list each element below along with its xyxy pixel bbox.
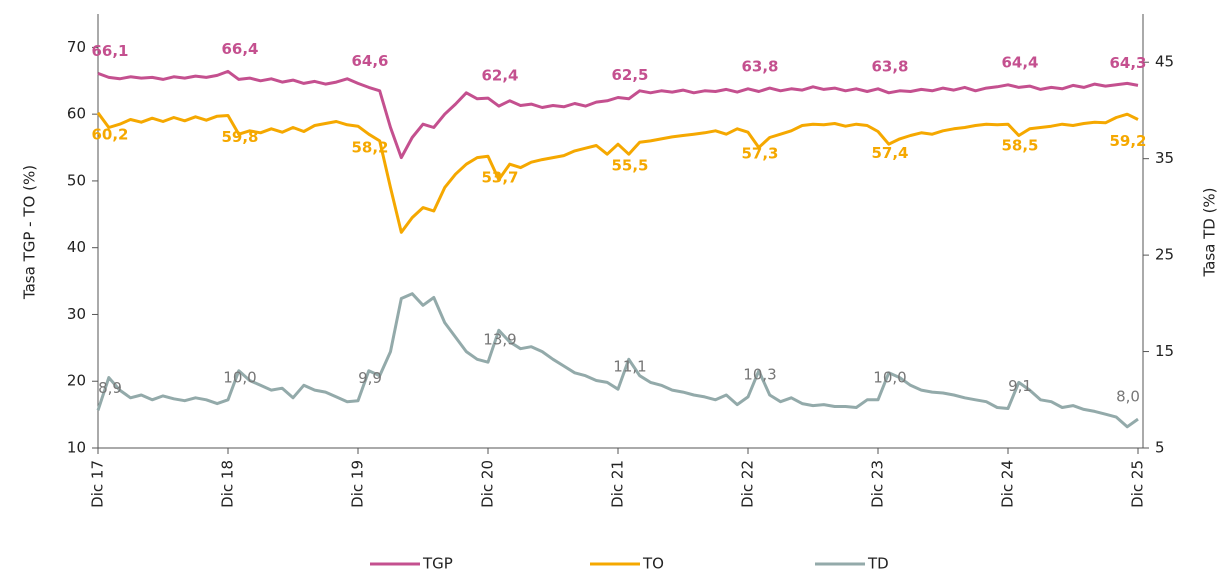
- x-tick-label: Dic 24: [999, 460, 1017, 508]
- x-tick-label: Dic 21: [609, 460, 627, 508]
- data-label: 58,5: [1001, 137, 1038, 155]
- y-tick-label: 50: [67, 171, 86, 189]
- data-label: 8,0: [1116, 388, 1140, 406]
- x-tick-label: Dic 19: [349, 460, 367, 508]
- y2-tick-label: 15: [1155, 342, 1174, 360]
- data-label: 10,0: [223, 368, 256, 386]
- y-tick-label: 20: [67, 372, 86, 390]
- x-tick-label: Dic 17: [89, 460, 107, 508]
- data-label: 58,2: [351, 139, 388, 157]
- y-tick-label: 70: [67, 38, 86, 56]
- y-tick-label: 10: [67, 439, 86, 457]
- data-label: 63,8: [871, 57, 908, 75]
- data-label: 63,8: [741, 57, 778, 75]
- data-label: 62,4: [481, 67, 518, 85]
- legend-label: TGP: [422, 555, 453, 573]
- data-label: 64,6: [351, 52, 388, 70]
- data-label: 60,2: [91, 125, 128, 143]
- data-label: 53,7: [481, 169, 518, 187]
- series-line: [96, 111, 1139, 234]
- series-line: [97, 69, 1139, 160]
- y-tick-label: 60: [67, 105, 86, 123]
- legend-label: TO: [642, 555, 664, 573]
- x-tick-label: Dic 22: [739, 460, 757, 508]
- data-label: 66,4: [221, 40, 258, 58]
- legend-label: TD: [867, 555, 889, 573]
- y2-tick-label: 45: [1155, 53, 1174, 71]
- data-label: 64,4: [1001, 53, 1038, 71]
- y-tick-label: 40: [67, 238, 86, 256]
- y2-tick-label: 5: [1155, 439, 1165, 457]
- data-label: 55,5: [611, 157, 648, 175]
- series-line: [96, 292, 1139, 429]
- data-label: 9,9: [358, 369, 382, 387]
- data-label: 66,1: [91, 42, 128, 60]
- data-label: 57,4: [871, 144, 908, 162]
- data-label: 13,9: [483, 331, 516, 349]
- y2-tick-label: 35: [1155, 149, 1174, 167]
- data-label: 62,5: [611, 66, 648, 84]
- data-label: 10,0: [873, 368, 906, 386]
- data-label: 57,3: [741, 145, 778, 163]
- data-label: 59,2: [1109, 132, 1146, 150]
- data-label: 10,3: [743, 365, 776, 383]
- y-tick-label: 30: [67, 305, 86, 323]
- x-tick-label: Dic 23: [869, 460, 887, 508]
- data-label: 9,1: [1008, 377, 1032, 395]
- data-label: 64,3: [1109, 54, 1146, 72]
- y2-tick-label: 25: [1155, 246, 1174, 264]
- x-tick-label: Dic 25: [1129, 460, 1147, 508]
- data-label: 11,1: [613, 358, 646, 376]
- y-axis-label: Tasa TGP - TO (%): [21, 165, 39, 300]
- x-tick-label: Dic 18: [219, 460, 237, 508]
- x-tick-label: Dic 20: [479, 460, 497, 508]
- data-label: 59,8: [221, 128, 258, 146]
- data-label: 8,9: [98, 379, 122, 397]
- y2-axis-label: Tasa TD (%): [1201, 187, 1219, 277]
